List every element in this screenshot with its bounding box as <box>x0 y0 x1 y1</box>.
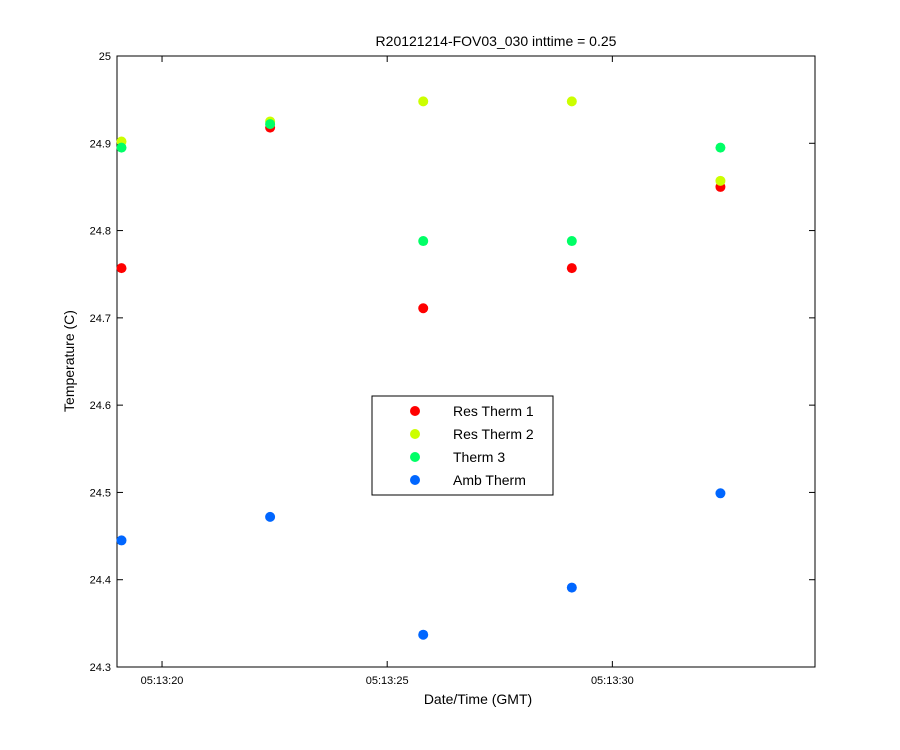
x-axis-label: Date/Time (GMT) <box>424 691 532 707</box>
data-points <box>116 96 726 640</box>
legend: Res Therm 1 Res Therm 2 Therm 3 Amb Therm <box>371 395 554 496</box>
y-tick-label: 24.3 <box>90 662 111 674</box>
plot-frame <box>116 55 816 668</box>
y-tick-label: 24.6 <box>90 400 111 412</box>
y-tick-label: 24.7 <box>90 313 111 325</box>
legend-marker <box>410 429 420 439</box>
legend-label: Res Therm 1 <box>453 403 534 419</box>
data-point <box>116 535 127 546</box>
legend-label: Amb Therm <box>453 472 526 488</box>
x-tick-label: 05:13:25 <box>366 675 409 687</box>
data-point <box>116 263 127 274</box>
y-tick-label: 24.8 <box>90 226 111 238</box>
legend-marker <box>410 452 420 462</box>
legend-label: Res Therm 2 <box>453 426 534 442</box>
data-point <box>566 263 577 274</box>
data-point <box>265 511 276 522</box>
axes: 24.3 24.4 24.5 24.6 24.7 24.8 24.9 25 05:13:20 05… <box>90 51 816 687</box>
chart-title: R20121214-FOV03_030 inttime = 0.25 <box>376 33 617 49</box>
data-point <box>418 96 429 107</box>
y-tick-label: 24.5 <box>90 487 111 499</box>
data-point <box>116 142 127 153</box>
legend-marker <box>410 475 420 485</box>
data-point <box>566 236 577 247</box>
legend-marker <box>410 406 420 416</box>
data-point <box>566 96 577 107</box>
y-tick-label: 24.4 <box>90 575 111 587</box>
data-point <box>418 236 429 247</box>
data-point <box>418 303 429 314</box>
legend-box <box>371 395 554 496</box>
legend-label: Therm 3 <box>453 449 505 465</box>
x-tick-label: 05:13:30 <box>591 675 634 687</box>
data-point <box>715 175 726 186</box>
data-point <box>715 488 726 499</box>
y-tick-label: 24.9 <box>90 138 111 150</box>
y-tick-label: 25 <box>99 51 111 63</box>
data-point <box>715 142 726 153</box>
data-point <box>418 629 429 640</box>
data-point <box>265 119 276 130</box>
data-point <box>566 582 577 593</box>
x-tick-label: 05:13:20 <box>141 675 184 687</box>
y-axis-label: Temperature (C) <box>61 310 77 412</box>
